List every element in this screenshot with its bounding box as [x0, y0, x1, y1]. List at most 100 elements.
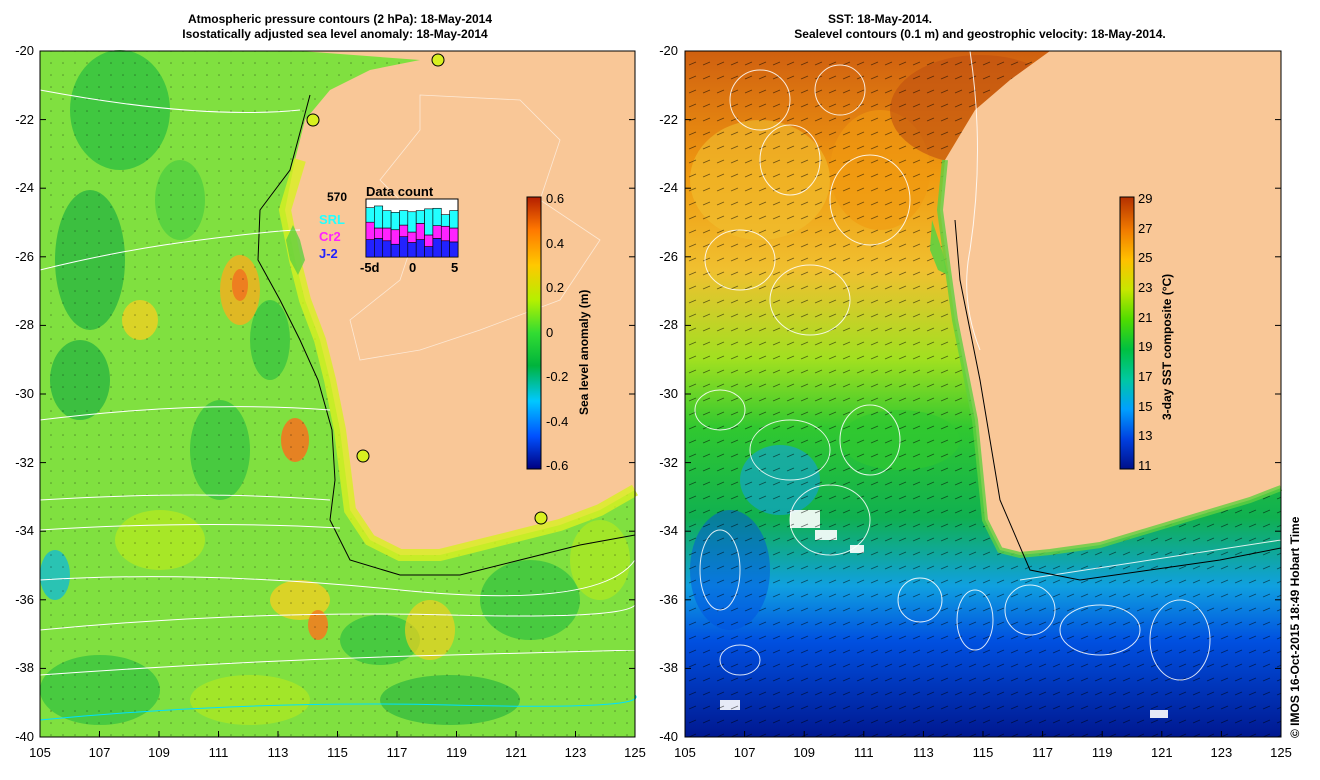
- data-count-bar-srl: [374, 205, 384, 229]
- right-colorbar-tick-label: 27: [1138, 220, 1153, 236]
- pressure-contours: [39, 89, 637, 676]
- bathymetry-contour: [257, 94, 636, 576]
- data-count-bar-j2: [365, 239, 375, 258]
- data-count-bar-srl: [390, 212, 400, 231]
- data-count-legend-item: J-2: [319, 246, 338, 261]
- left-title-line1: Atmospheric pressure contours (2 hPa): 1…: [187, 12, 493, 26]
- pressure-contour-cyan: [39, 694, 637, 721]
- right-y-tick-label: -34: [659, 523, 678, 539]
- right-y-tick-label: -30: [659, 386, 678, 401]
- data-count-bar-srl: [424, 208, 434, 236]
- data-count-bar-j2: [407, 242, 417, 258]
- data-count-bar-cr2: [424, 234, 434, 247]
- data-count-bar-j2: [415, 239, 425, 258]
- data-count-max: 570: [327, 190, 348, 204]
- left-colorbar-tick-label: -0.6: [546, 458, 569, 473]
- left-y-tick-label: -26: [15, 248, 34, 264]
- right-colorbar-tick-label: 19: [1138, 339, 1153, 355]
- left-colorbar-tick-label: 0.2: [546, 280, 565, 295]
- data-count-bar-j2: [424, 246, 434, 258]
- data-count-legend-item: SRL: [319, 212, 345, 227]
- data-count-bar-srl: [415, 210, 425, 224]
- data-count-bar-j2: [449, 241, 459, 258]
- left-y-tick-label: -24: [15, 180, 34, 196]
- left-colorbar-label: Sea level anomaly (m): [577, 289, 591, 415]
- right-colorbar-tick-label: 17: [1138, 369, 1153, 384]
- left-x-tick-label: 107: [88, 745, 111, 760]
- left-y-tick-label: -22: [15, 111, 34, 127]
- left-x-tick-label: 115: [327, 745, 348, 760]
- left-x-tick-label: 117: [386, 745, 408, 760]
- right-x-tick-label: 107: [733, 745, 756, 760]
- right-map-land: [940, 51, 1281, 555]
- right-colorbar-tick-label: 25: [1138, 250, 1153, 266]
- right-colorbar-label: 3-day SST composite (°C): [1160, 273, 1174, 420]
- tide-gauges: [306, 53, 548, 525]
- right-x-tick-label: 105: [674, 745, 696, 760]
- data-count-bar-cr2: [390, 229, 400, 245]
- data-count-title: Data count: [366, 184, 434, 199]
- data-count-bar-cr2: [432, 225, 442, 239]
- data-count-bar-srl: [365, 207, 375, 223]
- data-count-bar-j2: [399, 236, 409, 258]
- data-count-bar-cr2: [440, 225, 450, 242]
- right-colorbar-ramp: [1119, 196, 1135, 470]
- left-colorbar: [526, 196, 542, 470]
- right-colorbar-tick-label: 21: [1138, 309, 1153, 325]
- data-count-bar-srl: [382, 210, 392, 229]
- right-y-tick-label: -38: [659, 660, 678, 676]
- left-x-tick-label: 125: [624, 745, 646, 760]
- left-y-tick-label: -32: [15, 454, 34, 470]
- left-colorbar-ramp: [526, 196, 542, 470]
- data-count-xtick: 0: [409, 260, 417, 275]
- left-x-tick-label: 105: [29, 745, 51, 760]
- left-colorbar-tick-label: -0.2: [546, 369, 569, 384]
- data-count-bars: [365, 205, 459, 258]
- right-x-tick-label: 123: [1210, 745, 1233, 760]
- left-y-tick-label: -20: [15, 43, 34, 58]
- left-colorbar-tick-label: -0.4: [546, 413, 569, 429]
- data-count-inset: [365, 198, 459, 258]
- right-x-tick-label: 111: [853, 745, 874, 760]
- data-count-legend-item: Cr2: [319, 229, 341, 244]
- left-x-tick-label: 109: [148, 745, 170, 760]
- data-count-bar-srl: [432, 207, 442, 226]
- right-colorbar-tick-label: 29: [1138, 191, 1153, 206]
- data-count-bar-cr2: [374, 227, 384, 239]
- left-y-tick-label: -30: [15, 386, 34, 401]
- right-y-tick-label: -20: [659, 43, 678, 58]
- left-x-tick-label: 123: [564, 745, 587, 760]
- data-count-bar-srl: [407, 211, 417, 233]
- data-count-bar-j2: [374, 238, 384, 258]
- left-colorbar-tick-label: 0.4: [546, 235, 565, 251]
- left-x-tick-label: 119: [446, 745, 467, 760]
- left-y-tick-label: -34: [15, 523, 34, 539]
- right-x-tick-label: 109: [793, 745, 816, 760]
- inland-contour: [349, 94, 601, 361]
- left-title-line2: Isostatically adjusted sea level anomaly…: [182, 27, 488, 41]
- data-count-bar-j2: [432, 238, 442, 258]
- left-map: [39, 50, 638, 738]
- right-bathymetry-contour: [954, 219, 1282, 581]
- right-y-tick-label: -36: [659, 591, 678, 607]
- data-count-bar-j2: [440, 240, 450, 258]
- right-x-tick-label: 125: [1270, 745, 1292, 760]
- data-count-bar-j2: [390, 243, 400, 258]
- data-count-bar-cr2: [415, 223, 425, 240]
- left-colorbar-tick-label: 0: [546, 324, 554, 340]
- left-colorbar-tick-label: 0.6: [546, 191, 565, 206]
- right-colorbar: [1119, 196, 1135, 470]
- data-count-bar-srl: [440, 214, 450, 227]
- data-count-bar-j2: [382, 240, 392, 258]
- right-colorbar-tick-label: 11: [1138, 458, 1152, 473]
- axis-tick-marks: [39, 50, 1282, 738]
- right-colorbar-tick-label: 23: [1138, 280, 1153, 295]
- data-count-bar-cr2: [365, 221, 375, 240]
- left-y-tick-label: -28: [15, 317, 34, 333]
- right-title-line1: SST: 18-May-2014.: [827, 12, 933, 26]
- right-y-tick-label: -24: [659, 180, 678, 196]
- left-y-tick-label: -40: [15, 729, 34, 744]
- data-count-bar-cr2: [399, 224, 409, 238]
- left-y-tick-label: -36: [15, 591, 34, 607]
